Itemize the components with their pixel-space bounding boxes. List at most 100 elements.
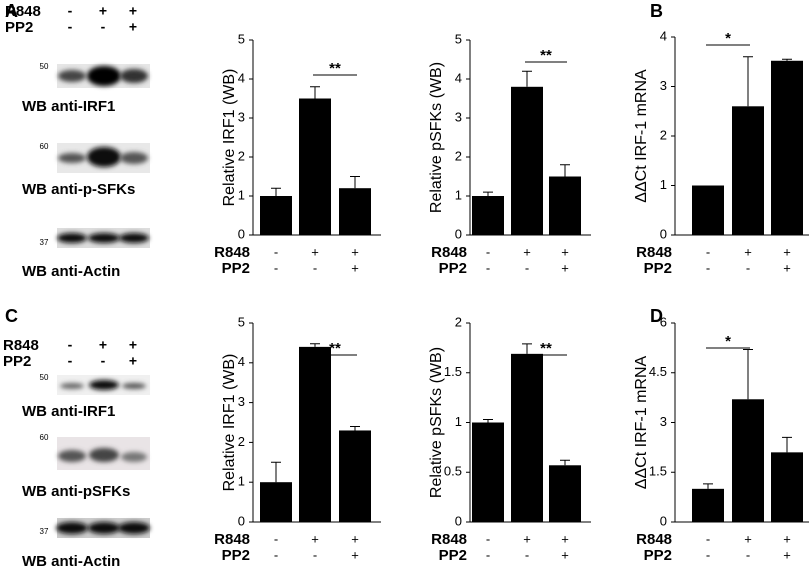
error-bar <box>782 58 792 61</box>
condition-name: R848 <box>214 244 250 261</box>
condition-name: PP2 <box>644 547 672 564</box>
y-tick-label: 2 <box>455 148 462 163</box>
condition-sign: + <box>783 547 791 562</box>
band <box>118 522 150 534</box>
band <box>87 66 121 86</box>
condition-sign: - <box>706 531 710 546</box>
condition-sign: + <box>351 244 359 259</box>
bar <box>260 196 292 235</box>
y-tick-label: 0 <box>455 226 462 241</box>
condition-sign: + <box>561 547 569 562</box>
bar <box>732 106 764 235</box>
condition-name: PP2 <box>644 260 672 277</box>
mw-marker: 37 <box>40 527 49 536</box>
condition-sign: - <box>101 19 106 35</box>
bar <box>692 488 724 522</box>
band <box>87 147 121 167</box>
band <box>89 380 119 390</box>
y-tick-label: 3 <box>238 394 245 409</box>
y-axis-label: Relative IRF1 (WB) <box>221 69 238 207</box>
y-tick-label: 0 <box>238 513 245 528</box>
condition-name: PP2 <box>3 353 31 370</box>
condition-sign: + <box>561 531 569 546</box>
blots-top <box>57 64 150 248</box>
condition-sign: + <box>129 337 137 353</box>
error-bar <box>703 483 713 489</box>
condition-name: R848 <box>5 3 41 20</box>
bar <box>339 430 371 522</box>
y-tick-label: 4 <box>238 70 245 85</box>
bar <box>299 346 331 522</box>
mw-marker: 60 <box>40 433 49 442</box>
bar <box>511 86 543 235</box>
y-tick-label: 5 <box>238 31 245 46</box>
condition-name: PP2 <box>5 19 33 36</box>
condition-sign: + <box>561 244 569 259</box>
error-bar <box>271 187 281 196</box>
band <box>119 233 149 243</box>
bar <box>732 399 764 522</box>
condition-sign: + <box>351 531 359 546</box>
error-bar <box>350 176 360 189</box>
condition-sign: - <box>101 353 106 369</box>
condition-sign: + <box>561 260 569 275</box>
bar <box>472 196 504 235</box>
bar <box>692 185 724 235</box>
y-tick-label: 1 <box>660 177 667 192</box>
y-tick-label: 1 <box>238 474 245 489</box>
band <box>56 522 88 534</box>
condition-sign: - <box>746 260 750 275</box>
condition-name: PP2 <box>222 260 250 277</box>
band <box>57 233 87 243</box>
condition-sign: - <box>706 260 710 275</box>
y-tick-label: 3 <box>660 78 667 93</box>
blot-label: WB anti-p-SFKs <box>22 181 135 198</box>
bar <box>549 465 581 522</box>
blot-label: WB anti-IRF1 <box>22 98 115 115</box>
y-tick-label: 4 <box>660 28 667 43</box>
condition-sign: - <box>486 547 490 562</box>
y-axis-label: Relative pSFKs (WB) <box>428 62 445 213</box>
panel-label: B <box>650 1 663 21</box>
condition-name: R848 <box>431 531 467 548</box>
condition-sign: + <box>523 531 531 546</box>
y-tick-label: 5 <box>455 31 462 46</box>
band <box>120 69 148 83</box>
condition-name: R848 <box>3 337 39 354</box>
y-tick-label: 0 <box>455 513 462 528</box>
blot-label: WB anti-IRF1 <box>22 403 115 420</box>
bar <box>260 482 292 522</box>
y-tick-label: 0 <box>660 513 667 528</box>
y-tick-label: 1.5 <box>649 464 667 479</box>
bar <box>339 188 371 235</box>
condition-sign: + <box>744 531 752 546</box>
condition-name: R848 <box>636 244 672 261</box>
bar <box>472 422 504 522</box>
condition-sign: + <box>523 244 531 259</box>
y-tick-label: 4 <box>455 70 462 85</box>
significance-label: * <box>725 30 731 47</box>
condition-sign: - <box>313 260 317 275</box>
band <box>121 452 147 462</box>
condition-sign: + <box>99 337 107 353</box>
condition-sign: - <box>68 3 73 19</box>
y-tick-label: 2 <box>238 434 245 449</box>
bar <box>771 60 803 236</box>
condition-sign: - <box>274 531 278 546</box>
mw-marker: 60 <box>40 142 49 151</box>
error-bar <box>782 436 792 453</box>
band <box>58 450 86 462</box>
band <box>89 448 119 462</box>
y-tick-label: 2 <box>455 314 462 329</box>
y-tick-label: 2 <box>238 148 245 163</box>
condition-sign: + <box>99 3 107 19</box>
condition-sign: - <box>486 531 490 546</box>
y-tick-label: 0 <box>660 226 667 241</box>
condition-sign: - <box>68 19 73 35</box>
condition-sign: + <box>351 547 359 562</box>
panel-label: D <box>650 306 663 326</box>
band <box>122 383 146 389</box>
bar <box>299 98 331 235</box>
error-bar <box>522 343 532 354</box>
y-tick-label: 0.5 <box>444 464 462 479</box>
